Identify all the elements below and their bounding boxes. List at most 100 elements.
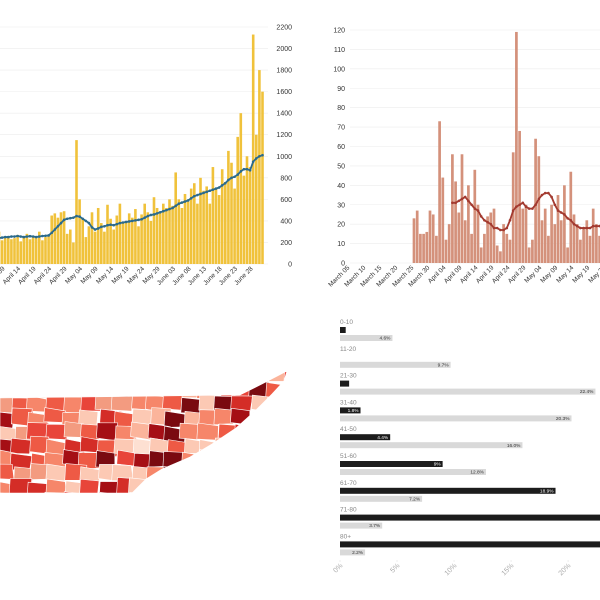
bar	[340, 461, 443, 467]
bar	[3, 237, 7, 264]
county	[184, 492, 208, 493]
bar	[540, 220, 544, 263]
line-point	[261, 153, 264, 157]
bar	[431, 214, 435, 263]
county	[128, 492, 151, 493]
county	[233, 466, 255, 483]
bar	[508, 239, 512, 263]
county	[10, 437, 33, 455]
bar	[527, 247, 531, 263]
line-point	[575, 224, 579, 228]
bar	[492, 208, 496, 263]
line	[452, 192, 600, 231]
bar	[25, 233, 29, 264]
line-point	[579, 226, 582, 230]
bar	[248, 167, 252, 264]
line-point	[499, 228, 502, 232]
bar	[205, 186, 208, 264]
line-point	[10, 235, 13, 238]
line-point	[155, 212, 159, 215]
line-point	[112, 223, 115, 227]
bar	[47, 234, 50, 264]
line-point	[502, 228, 505, 232]
bar	[550, 204, 553, 263]
bar	[50, 215, 53, 264]
county-map	[0, 371, 303, 512]
bar	[575, 224, 579, 263]
bar	[100, 223, 103, 264]
line-point	[199, 192, 202, 196]
county	[181, 479, 205, 493]
county	[162, 393, 183, 411]
bar	[340, 388, 596, 395]
county	[214, 450, 238, 467]
line-point	[3, 235, 7, 239]
line-point	[224, 181, 227, 185]
line-point	[454, 201, 457, 205]
bar	[340, 442, 523, 449]
bar	[563, 185, 566, 263]
line-point	[158, 210, 162, 214]
line-point	[56, 224, 60, 228]
bar	[537, 156, 541, 263]
county	[145, 466, 168, 485]
county	[282, 495, 303, 512]
bar	[186, 201, 190, 264]
bar	[467, 185, 470, 263]
bar	[75, 140, 78, 264]
line-point	[214, 187, 218, 190]
y-tick-label: 50	[337, 163, 345, 170]
line-point	[124, 220, 128, 224]
line-point	[118, 221, 122, 225]
line-point	[540, 193, 544, 197]
bar	[454, 181, 457, 263]
value-label: 22.4%	[580, 389, 594, 395]
bar	[38, 231, 41, 264]
bar	[180, 207, 184, 264]
line-point	[131, 219, 134, 223]
county	[235, 450, 256, 467]
bar	[340, 487, 556, 494]
y-tick-label: 800	[280, 175, 292, 182]
bar	[258, 70, 261, 264]
county	[198, 439, 221, 458]
category-label: 11-20	[340, 346, 357, 353]
line-point	[531, 207, 534, 210]
bar	[340, 415, 572, 422]
line-point	[65, 217, 69, 221]
line-point	[582, 226, 585, 230]
bar	[340, 541, 600, 548]
bar	[168, 199, 171, 264]
county	[146, 371, 170, 388]
line-point	[479, 215, 483, 218]
county	[212, 371, 236, 385]
line-point	[180, 201, 184, 204]
line-point	[177, 202, 181, 205]
line-point	[451, 201, 454, 205]
value-label: 1.8%	[348, 408, 360, 414]
line-point	[233, 175, 236, 179]
line-point	[239, 170, 243, 173]
bar	[171, 205, 174, 264]
y-tick-label: 70	[337, 125, 345, 132]
line-point	[38, 235, 41, 238]
county	[264, 492, 287, 493]
y-tick-label: 60	[337, 144, 345, 151]
bar	[44, 237, 47, 264]
line-point	[143, 216, 146, 219]
line-point	[245, 167, 249, 171]
line-point	[90, 226, 94, 229]
line-point	[183, 200, 187, 203]
line-point	[248, 168, 252, 172]
bar	[72, 242, 75, 264]
line-point	[165, 208, 168, 212]
county	[165, 479, 188, 493]
line-point	[572, 222, 576, 226]
bar	[140, 214, 143, 264]
bar	[193, 183, 196, 264]
line-point	[537, 197, 541, 201]
bar	[127, 213, 131, 264]
bar	[340, 469, 486, 475]
bar	[103, 231, 106, 264]
